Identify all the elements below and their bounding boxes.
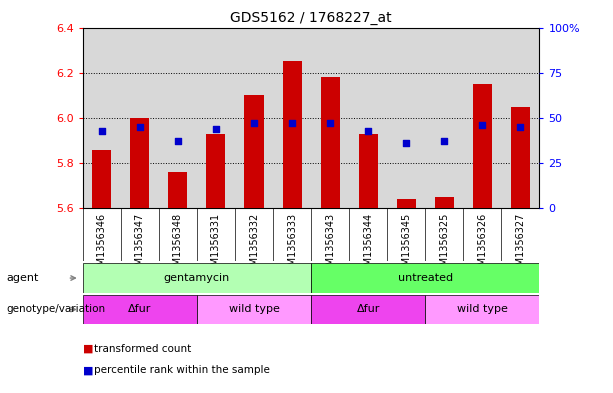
Point (326, 120, 335, 127)
Text: Δfur: Δfur (128, 305, 151, 314)
Point (516, 124, 525, 130)
Point (211, 126, 221, 132)
Text: wild type: wild type (457, 305, 508, 314)
Bar (435, 197, 454, 208)
Text: ■: ■ (83, 365, 93, 375)
Text: agent: agent (6, 273, 39, 283)
Bar (283, 61, 302, 208)
Text: GSM1356344: GSM1356344 (363, 213, 373, 278)
Text: GSM1356326: GSM1356326 (478, 213, 487, 278)
Bar (83, 295, 197, 324)
Point (287, 120, 297, 127)
Text: GSM1356345: GSM1356345 (402, 213, 411, 278)
Bar (207, 134, 226, 208)
Bar (425, 295, 539, 324)
Point (173, 138, 183, 145)
Bar (311, 263, 539, 293)
Text: transformed count: transformed count (94, 344, 191, 354)
Text: GSM1356348: GSM1356348 (173, 213, 183, 278)
Text: GSM1356325: GSM1356325 (440, 213, 449, 278)
Bar (511, 107, 530, 208)
Bar (93, 150, 112, 208)
Point (478, 122, 487, 128)
Text: GSM1356347: GSM1356347 (135, 213, 145, 278)
Text: untreated: untreated (398, 273, 453, 283)
Text: GSM1356333: GSM1356333 (287, 213, 297, 278)
Text: GSM1356331: GSM1356331 (211, 213, 221, 278)
Point (135, 124, 145, 130)
Text: percentile rank within the sample: percentile rank within the sample (94, 365, 270, 375)
Text: ■: ■ (83, 344, 93, 354)
Point (364, 127, 373, 134)
Title: GDS5162 / 1768227_at: GDS5162 / 1768227_at (230, 11, 392, 25)
Text: genotype/variation: genotype/variation (6, 305, 105, 314)
Point (440, 138, 449, 145)
Bar (359, 134, 378, 208)
Text: GSM1356346: GSM1356346 (97, 213, 107, 278)
Bar (245, 95, 264, 208)
Bar (197, 295, 311, 324)
Text: GSM1356327: GSM1356327 (516, 213, 525, 278)
Text: gentamycin: gentamycin (164, 273, 230, 283)
Bar (83, 263, 311, 293)
Text: GSM1356343: GSM1356343 (325, 213, 335, 278)
Point (249, 120, 259, 127)
Text: Δfur: Δfur (357, 305, 380, 314)
Bar (169, 172, 188, 208)
Bar (397, 199, 416, 208)
Point (402, 140, 411, 146)
Bar (473, 84, 492, 208)
Bar (311, 295, 425, 324)
Bar (131, 118, 150, 208)
Point (97, 127, 107, 134)
Bar (321, 77, 340, 208)
Text: wild type: wild type (229, 305, 280, 314)
Text: GSM1356332: GSM1356332 (249, 213, 259, 278)
